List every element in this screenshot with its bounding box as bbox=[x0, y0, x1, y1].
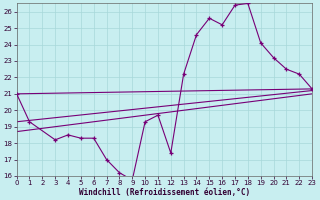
X-axis label: Windchill (Refroidissement éolien,°C): Windchill (Refroidissement éolien,°C) bbox=[79, 188, 250, 197]
